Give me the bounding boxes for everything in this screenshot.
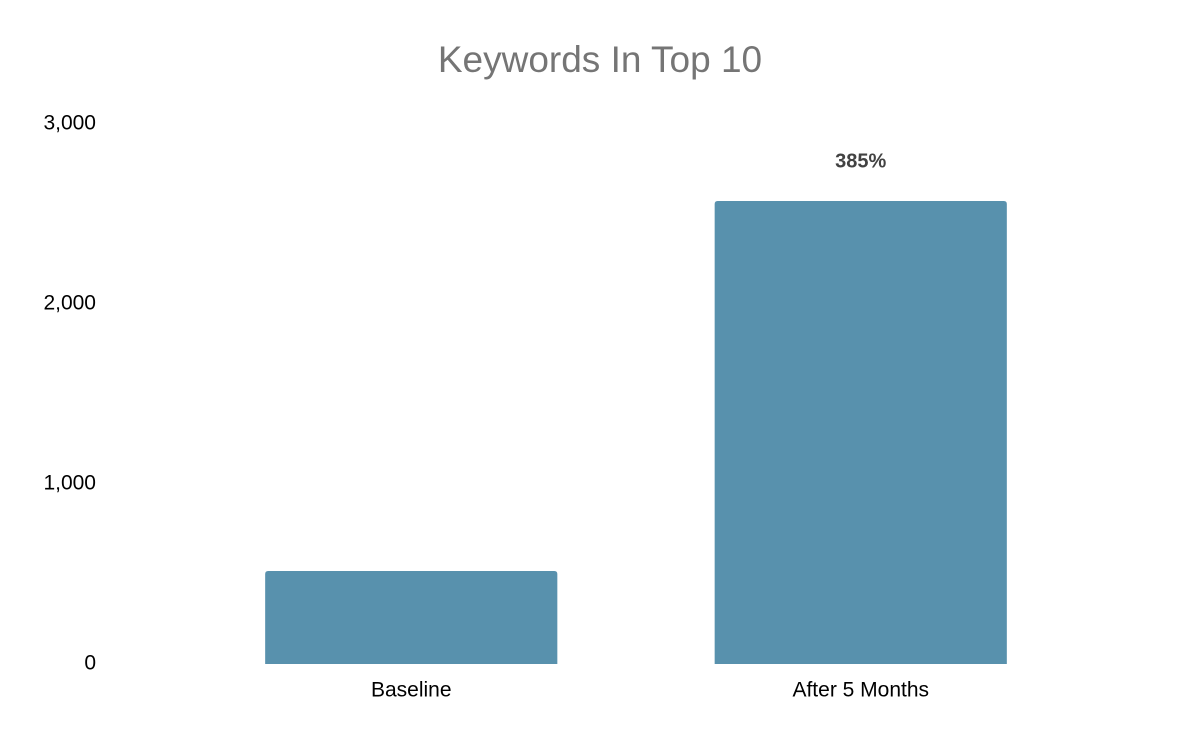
annotation: 385% bbox=[835, 150, 886, 172]
chart-title: Keywords In Top 10 bbox=[438, 39, 762, 80]
y-tick-label: 2,000 bbox=[43, 292, 96, 315]
y-tick-label: 3,000 bbox=[43, 112, 96, 135]
y-tick-label: 1,000 bbox=[43, 472, 96, 495]
x-tick-label: Baseline bbox=[371, 679, 452, 702]
x-tick-label: After 5 Months bbox=[792, 679, 929, 702]
bar bbox=[265, 570, 558, 664]
y-tick-label: 0 bbox=[84, 652, 96, 675]
bar bbox=[714, 201, 1007, 665]
